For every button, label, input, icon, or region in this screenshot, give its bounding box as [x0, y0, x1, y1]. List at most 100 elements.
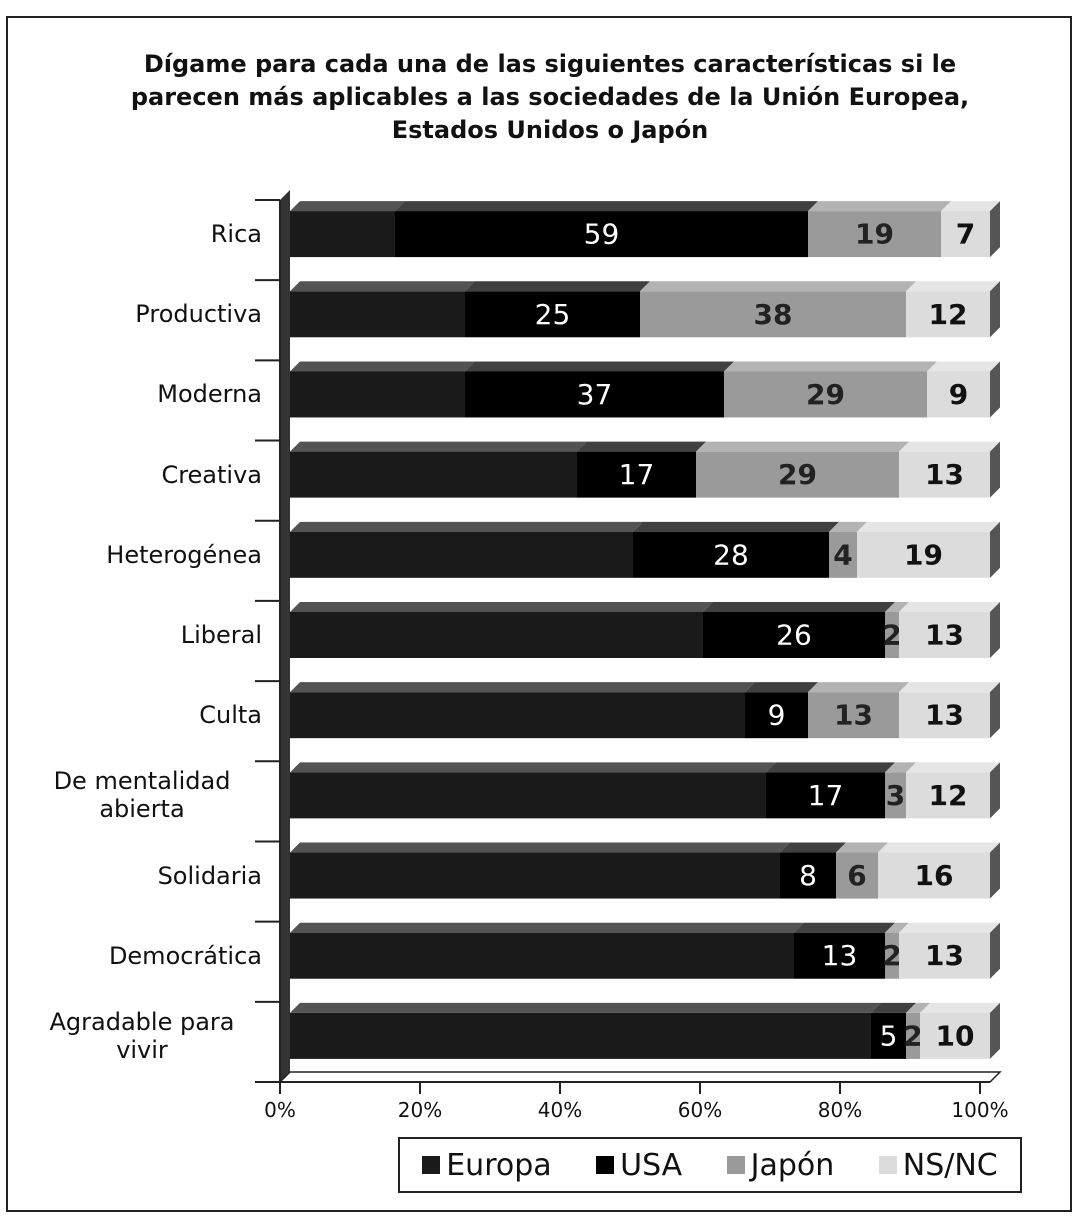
- bar: [836, 852, 878, 899]
- category-label: Democrática: [20, 942, 262, 970]
- bar: [906, 772, 990, 819]
- bar: [465, 291, 640, 338]
- bar-top: [906, 762, 1000, 773]
- bar-top: [290, 281, 475, 292]
- legend-item: Japón: [726, 1148, 834, 1183]
- category-label: Rica: [20, 220, 262, 248]
- legend-item: USA: [596, 1148, 682, 1183]
- data-label: 12: [929, 298, 968, 331]
- bar-top: [290, 602, 713, 612]
- bar: [290, 211, 395, 258]
- bar: [927, 371, 990, 418]
- bar-top: [808, 682, 909, 693]
- bar-top: [290, 441, 587, 452]
- bar: [906, 291, 990, 338]
- bar: [808, 692, 899, 739]
- bar-top: [885, 602, 909, 612]
- bar-top: [290, 361, 475, 372]
- bar-top: [640, 281, 916, 292]
- data-label: 13: [925, 458, 964, 491]
- bar: [885, 932, 899, 979]
- bar-top: [395, 201, 818, 212]
- legend-swatch: [878, 1156, 897, 1174]
- data-label: 29: [778, 458, 817, 491]
- legend: Europa USA Japón NS/NC: [398, 1137, 1022, 1193]
- bar-top: [857, 521, 1000, 532]
- category-label: Productiva: [20, 300, 262, 328]
- bar: [906, 1012, 920, 1059]
- bar-top: [696, 441, 909, 452]
- data-label: 4: [833, 538, 852, 571]
- x-tick-label: 100%: [951, 1098, 1008, 1122]
- legend-swatch: [726, 1156, 745, 1174]
- category-label: Agradable para vivir: [20, 1008, 262, 1064]
- bar-top: [794, 922, 895, 933]
- bar-top: [871, 1002, 916, 1013]
- bar-top: [745, 682, 818, 693]
- data-label: 8: [799, 859, 817, 892]
- bar-top: [941, 201, 1000, 212]
- category-text: Culta: [199, 701, 262, 730]
- data-label: 2: [882, 939, 901, 972]
- bar: [290, 1012, 871, 1059]
- bar: [899, 612, 990, 658]
- bar-top: [780, 842, 846, 853]
- data-label: 6: [847, 859, 866, 892]
- bar: [290, 531, 633, 578]
- bar: [290, 932, 794, 979]
- data-label: 2: [882, 619, 901, 652]
- bar-side: [990, 682, 1000, 739]
- bar-top: [899, 682, 1000, 693]
- data-label: 2: [903, 1019, 922, 1052]
- bar-top: [465, 361, 734, 372]
- bar-top: [290, 842, 790, 853]
- bar-top: [290, 201, 405, 212]
- data-label: 7: [956, 218, 975, 251]
- bar: [290, 291, 465, 338]
- category-label: Solidaria: [20, 862, 262, 890]
- bar-top: [878, 842, 1000, 853]
- bar: [640, 291, 906, 338]
- bar-top: [906, 281, 1000, 292]
- x-tick-label: 80%: [818, 1098, 862, 1122]
- bar: [724, 371, 927, 418]
- bar: [745, 692, 808, 739]
- legend-swatch: [422, 1156, 441, 1174]
- data-label: 13: [925, 619, 964, 652]
- data-label: 37: [577, 378, 613, 411]
- bar-top: [836, 842, 888, 853]
- bar: [290, 612, 703, 658]
- data-label: 13: [834, 699, 873, 732]
- bar-top: [885, 762, 916, 773]
- bar: [633, 531, 829, 578]
- data-label: 12: [929, 779, 968, 812]
- bar-top: [724, 361, 937, 372]
- bar: [395, 211, 808, 258]
- x-tick-label: 20%: [398, 1098, 442, 1122]
- bar-top: [290, 1002, 881, 1013]
- bar-top: [290, 762, 776, 773]
- data-label: 38: [754, 298, 793, 331]
- bar: [941, 211, 990, 258]
- bar-top: [927, 361, 1000, 372]
- bar: [920, 1012, 990, 1059]
- data-label: 59: [584, 218, 620, 251]
- plot-floor: [280, 190, 290, 1082]
- bar-top: [885, 922, 909, 933]
- bar-side: [990, 922, 1000, 979]
- bar: [766, 772, 885, 819]
- category-text: Solidaria: [157, 861, 262, 890]
- bar-side: [990, 281, 1000, 338]
- bar-top: [465, 281, 650, 292]
- legend-label: Europa: [446, 1147, 552, 1183]
- bar-top: [290, 521, 643, 532]
- category-label: Moderna: [20, 380, 262, 408]
- bar: [696, 451, 899, 498]
- bar: [290, 451, 577, 498]
- data-label: 5: [880, 1019, 898, 1052]
- category-text: Agradable para vivir: [49, 1007, 235, 1064]
- legend-label: NS/NC: [902, 1147, 998, 1183]
- bar: [290, 852, 780, 899]
